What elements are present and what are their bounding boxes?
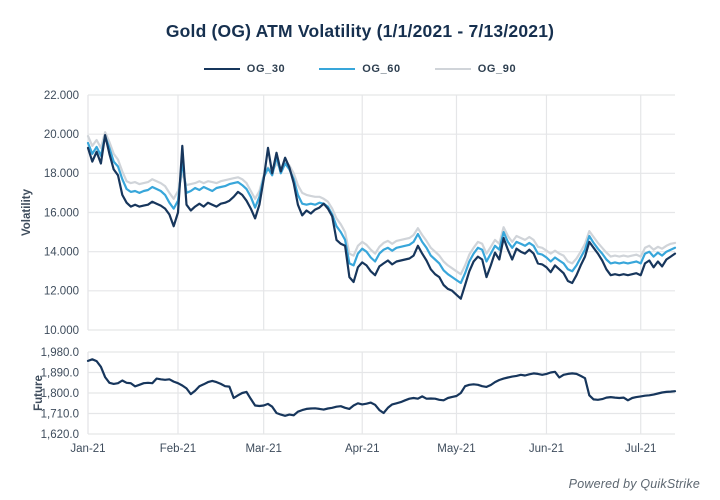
- y-tick-label: 14.000: [44, 246, 79, 258]
- powered-by-quikstrike: Powered by QuikStrike: [568, 477, 700, 491]
- x-tick-label: Jan-21: [70, 443, 105, 455]
- y-tick-label: 1,800.0: [41, 388, 79, 400]
- y-tick-label: 18.000: [44, 168, 79, 180]
- x-tick-label: Feb-21: [160, 443, 196, 455]
- og-30-line-swatch-icon: [203, 68, 240, 70]
- legend-label-og-90: OG_90: [477, 63, 517, 75]
- page-title: Gold (OG) ATM Volatility (1/1/2021 - 7/1…: [165, 21, 555, 41]
- y-tick-label: 22.000: [44, 90, 79, 102]
- volatility-chart: 22.000 20.000 18.000 16.000 14.000 12.000 10.0…: [21, 90, 677, 337]
- charts-canvas: 22.000 20.000 18.000 16.000 14.000 12.000 10.0…: [21, 90, 677, 455]
- x-tick-label: Jun-21: [529, 443, 564, 455]
- y-tick-label: 20.000: [44, 129, 79, 141]
- series-line-future: [86, 358, 677, 417]
- x-tick-label: Apr-21: [345, 443, 380, 455]
- y-tick-label: 1,980.0: [41, 347, 79, 359]
- y-axis-title: Volatility: [21, 188, 33, 236]
- future-chart: 1,980.0 1,890.0 1,800.0 1,710.0 1,620.0 Jan-2…: [33, 347, 677, 455]
- y-tick-label: 1,710.0: [41, 408, 79, 420]
- chart-legend: OG_30 OG_60 OG_90: [0, 63, 720, 75]
- x-tick-label: May-21: [437, 443, 475, 455]
- y-tick-label: 12.000: [44, 286, 79, 298]
- og-90-line-swatch-icon: [434, 68, 471, 70]
- y-tick-label: 10.000: [44, 325, 79, 337]
- series-line-og_60: [86, 135, 677, 285]
- legend-item-og-90[interactable]: OG_90: [434, 63, 517, 75]
- legend-label-og-30: OG_30: [246, 63, 286, 75]
- x-tick-label: Jul-21: [625, 443, 656, 455]
- legend-item-og-60[interactable]: OG_60: [319, 63, 400, 75]
- y-tick-label: 1,890.0: [41, 367, 79, 379]
- y-axis-title: Future: [33, 375, 45, 411]
- y-tick-label: 16.000: [44, 207, 79, 219]
- legend-label-og-60: OG_60: [362, 63, 401, 75]
- series-line-og_30: [86, 134, 677, 300]
- legend-item-og-30[interactable]: OG_30: [203, 63, 286, 75]
- x-tick-label: Mar-21: [245, 443, 281, 455]
- y-tick-label: 1,620.0: [41, 429, 79, 441]
- og-60-line-swatch-icon: [319, 68, 356, 70]
